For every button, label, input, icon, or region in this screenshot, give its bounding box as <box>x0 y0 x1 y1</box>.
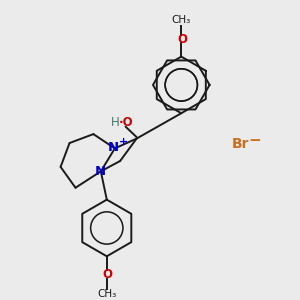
Text: N: N <box>108 141 119 154</box>
Text: H: H <box>111 116 120 129</box>
Text: −: − <box>248 133 261 148</box>
Text: CH₃: CH₃ <box>172 15 191 25</box>
Text: Br: Br <box>232 136 250 151</box>
Text: N: N <box>95 165 106 178</box>
Text: +: + <box>118 137 128 147</box>
Text: ·O: ·O <box>118 116 133 129</box>
Text: O: O <box>102 268 112 281</box>
Text: CH₃: CH₃ <box>97 289 116 299</box>
Text: O: O <box>177 33 187 46</box>
